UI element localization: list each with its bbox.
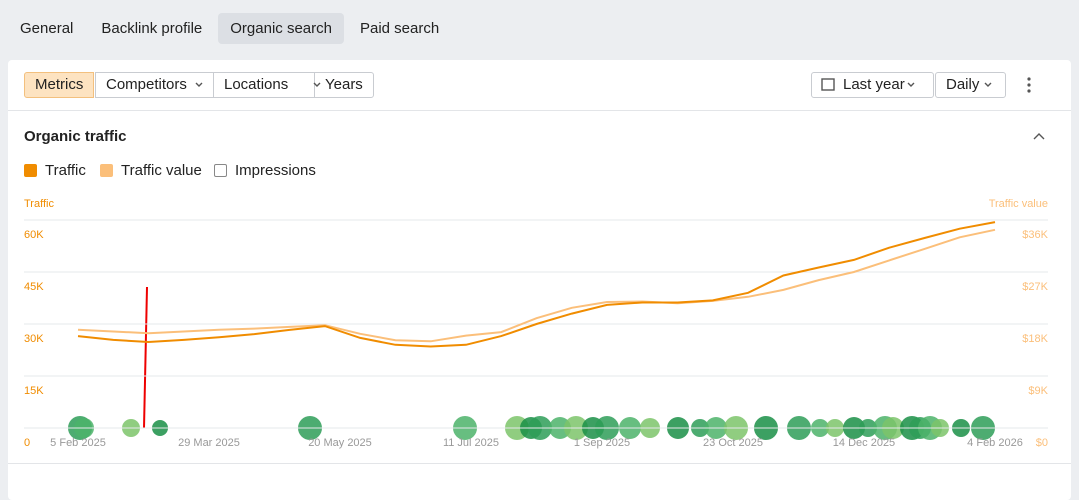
- y-tick-label: 45K: [24, 281, 44, 293]
- y-axis-label: Traffic: [24, 198, 54, 210]
- y2-tick-label: $36K: [1022, 229, 1048, 241]
- competitors-button[interactable]: Competitors: [95, 72, 214, 98]
- divider: [8, 110, 1071, 111]
- checkbox[interactable]: Impressions: [214, 162, 316, 179]
- annotation-line: [143, 286, 148, 429]
- interval-button[interactable]: Daily: [935, 72, 1007, 98]
- x-tick-label: 5 Feb 2025: [50, 437, 106, 449]
- x-tick-label: 11 Jul 2025: [443, 437, 499, 449]
- tab[interactable]: Paid search: [359, 20, 440, 37]
- y2-axis-label: Traffic value: [989, 198, 1048, 210]
- y2-tick-label: $18K: [1022, 333, 1048, 345]
- y-tick-label: 15K: [24, 385, 44, 397]
- period-button[interactable]: Last year: [811, 72, 934, 98]
- x-tick-label: 29 Mar 2025: [178, 437, 240, 449]
- series-line: [77, 221, 996, 348]
- checkbox[interactable]: Traffic: [24, 162, 86, 179]
- checkbox-label: Traffic: [45, 162, 86, 179]
- metrics-button[interactable]: Metrics: [24, 72, 95, 98]
- y2-tick-label: $9K: [1028, 385, 1048, 397]
- tab[interactable]: General: [20, 20, 74, 37]
- chart: Traffic Traffic value 0 15K 30K 45K 60K $0 $9K…: [24, 77, 1049, 449]
- y-tick-label: 0: [24, 437, 30, 449]
- x-tick-label: 20 May 2025: [308, 437, 372, 449]
- divider: [8, 463, 1071, 464]
- page: General Backlink profile Organic search …: [8, 13, 1071, 500]
- y2-tick-label: $0: [1036, 437, 1048, 449]
- checkbox-label: Impressions: [235, 162, 316, 179]
- y2-tick-label: $27K: [1022, 281, 1048, 293]
- section-title: Organic traffic: [24, 128, 127, 145]
- years-button[interactable]: Years: [314, 72, 374, 98]
- checkbox[interactable]: Traffic value: [100, 162, 202, 179]
- checkbox-label: Traffic value: [121, 162, 202, 179]
- locations-button[interactable]: Locations: [213, 72, 316, 98]
- menu-dots[interactable]: [1027, 77, 1031, 93]
- x-tick-label: 1 Sep 2025: [574, 437, 630, 449]
- icons: [195, 78, 1045, 140]
- tabs: General Backlink profile Organic search …: [8, 13, 451, 44]
- series-line: [77, 228, 996, 343]
- y-tick-label: 30K: [24, 333, 44, 345]
- tab-active[interactable]: Organic search: [218, 13, 344, 44]
- y-tick-label: 60K: [24, 229, 44, 241]
- x-tick-label: 23 Oct 2025: [703, 437, 763, 449]
- x-tick-label: 14 Dec 2025: [833, 437, 895, 449]
- tab[interactable]: Backlink profile: [101, 20, 203, 37]
- x-tick-label: 4 Feb 2026: [967, 437, 1023, 449]
